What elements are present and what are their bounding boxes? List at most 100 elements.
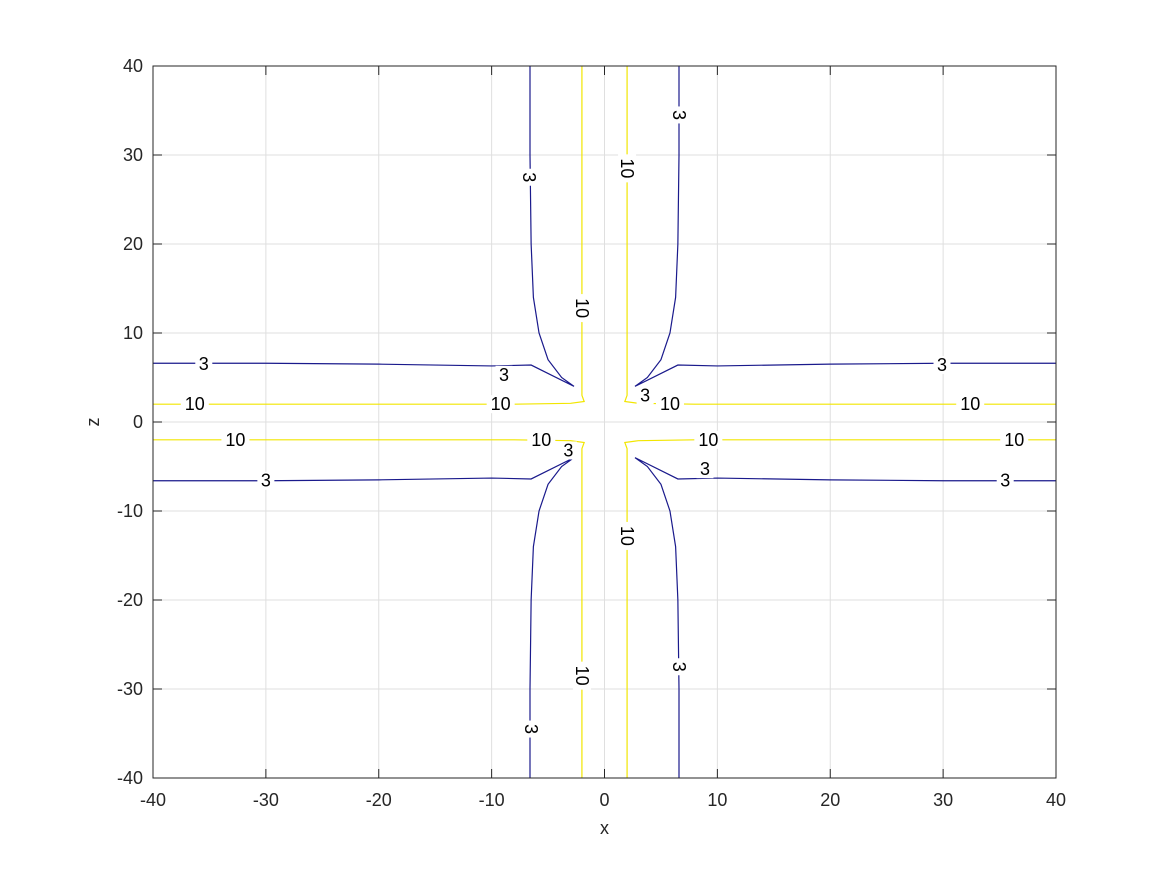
x-tick-label: 10 bbox=[707, 790, 727, 810]
contour-label-text: 3 bbox=[519, 172, 539, 182]
contour-label-10: 10 bbox=[527, 430, 556, 450]
contour-label-text: 10 bbox=[617, 158, 637, 178]
y-tick-label: 0 bbox=[133, 412, 143, 432]
contour-label-background bbox=[1000, 430, 1029, 449]
x-tick-label: 30 bbox=[933, 790, 953, 810]
contour-label-text: 10 bbox=[572, 666, 592, 686]
contour-label-text: 10 bbox=[617, 526, 637, 546]
contour-label-3: 3 bbox=[669, 658, 689, 676]
contour-label-10: 10 bbox=[180, 394, 209, 414]
contour-label-background bbox=[527, 430, 556, 449]
contour-label-background bbox=[655, 395, 684, 414]
contour-line-3 bbox=[634, 457, 1056, 778]
y-tick-label: 20 bbox=[123, 234, 143, 254]
contour-label-text: 10 bbox=[698, 430, 718, 450]
contour-label-3: 3 bbox=[696, 459, 714, 479]
contour-label-background bbox=[180, 395, 209, 414]
x-axis-label: x bbox=[600, 818, 609, 838]
contour-label-background bbox=[221, 430, 250, 449]
contour-label-text: 10 bbox=[572, 298, 592, 318]
contour-label-background bbox=[669, 658, 688, 676]
contour-label-text: 3 bbox=[261, 471, 271, 491]
contour-label-background bbox=[195, 355, 213, 374]
contour-label-background bbox=[495, 365, 513, 384]
x-tick-label: -20 bbox=[366, 790, 392, 810]
y-tick-label: 40 bbox=[123, 56, 143, 76]
contour-label-background bbox=[618, 154, 637, 183]
contour-label-text: 10 bbox=[660, 394, 680, 414]
y-tick-label: 30 bbox=[123, 145, 143, 165]
x-tick-label: 20 bbox=[820, 790, 840, 810]
contour-label-background bbox=[996, 471, 1014, 490]
contour-label-3: 3 bbox=[933, 355, 951, 375]
y-tick-label: -20 bbox=[117, 590, 143, 610]
contour-label-background bbox=[933, 356, 951, 375]
contour-label-3: 3 bbox=[195, 354, 213, 374]
x-tick-label: 40 bbox=[1046, 790, 1066, 810]
contour-label-background bbox=[618, 521, 637, 550]
contour-label-10: 10 bbox=[617, 154, 637, 183]
y-tick-label: -10 bbox=[117, 501, 143, 521]
x-tick-label: -40 bbox=[140, 790, 166, 810]
contour-label-10: 10 bbox=[1000, 430, 1029, 450]
contour-label-background bbox=[572, 661, 591, 690]
contour-label-background bbox=[572, 294, 591, 323]
contour-label-text: 3 bbox=[640, 385, 650, 405]
contour-labels: 3 3 3 3 3 3 3 3 3 3 3 3 10 10 10 10 10 10 10 10 10 10 10 10 bbox=[180, 106, 1029, 738]
contour-label-10: 10 bbox=[956, 394, 985, 414]
contour-label-text: 3 bbox=[937, 355, 947, 375]
contour-label-background bbox=[519, 168, 538, 186]
contour-label-10: 10 bbox=[572, 661, 592, 690]
contour-label-3: 3 bbox=[669, 106, 689, 124]
contour-label-10: 10 bbox=[655, 394, 684, 414]
y-tick-label: 10 bbox=[123, 323, 143, 343]
contour-label-background bbox=[696, 460, 714, 479]
y-tick-label: -30 bbox=[117, 679, 143, 699]
contour-label-background bbox=[559, 441, 577, 460]
contour-label-text: 3 bbox=[700, 459, 710, 479]
contour-label-text: 3 bbox=[199, 354, 209, 374]
contour-label-background bbox=[257, 471, 275, 490]
contour-label-3: 3 bbox=[559, 440, 577, 460]
contour-line-3 bbox=[153, 457, 575, 778]
contour-label-3: 3 bbox=[996, 471, 1014, 491]
contour-label-background bbox=[522, 720, 541, 738]
contour-label-3: 3 bbox=[519, 168, 539, 186]
contour-label-text: 10 bbox=[225, 430, 245, 450]
contour-label-10: 10 bbox=[617, 521, 637, 550]
contour-label-background bbox=[486, 395, 515, 414]
contour-label-text: 10 bbox=[491, 394, 511, 414]
y-axis-label: z bbox=[83, 418, 103, 427]
contour-line-10 bbox=[153, 66, 585, 405]
contour-label-background bbox=[956, 395, 985, 414]
contour-label-10: 10 bbox=[486, 394, 515, 414]
contour-line-10 bbox=[624, 66, 1056, 405]
x-tick-label: -30 bbox=[253, 790, 279, 810]
contour-label-background bbox=[669, 106, 688, 124]
contour-label-background bbox=[694, 430, 723, 449]
contour-label-text: 3 bbox=[1000, 471, 1010, 491]
contour-label-text: 3 bbox=[669, 110, 689, 120]
contour-label-text: 10 bbox=[185, 394, 205, 414]
contour-label-text: 10 bbox=[960, 394, 980, 414]
contour-line-3 bbox=[153, 66, 575, 387]
contour-label-text: 3 bbox=[563, 440, 573, 460]
contour-line-3 bbox=[634, 66, 1056, 387]
contour-label-text: 3 bbox=[669, 662, 689, 672]
contour-line-10 bbox=[153, 439, 585, 778]
axis-ticks: -40 -30 -20 -10 0 10 20 30 40 -40 -30 -20 -10 0 10 20 30… bbox=[117, 56, 1066, 810]
contour-label-background bbox=[636, 386, 654, 405]
contour-label-text: 10 bbox=[1004, 430, 1024, 450]
contour-label-3: 3 bbox=[521, 720, 541, 738]
contour-label-10: 10 bbox=[221, 430, 250, 450]
contour-label-text: 3 bbox=[521, 724, 541, 734]
contour-label-3: 3 bbox=[257, 471, 275, 491]
contour-label-10: 10 bbox=[572, 294, 592, 323]
contour-label-3: 3 bbox=[636, 385, 654, 405]
contour-label-10: 10 bbox=[694, 430, 723, 450]
contour-label-text: 10 bbox=[531, 430, 551, 450]
x-tick-label: -10 bbox=[479, 790, 505, 810]
contour-label-3: 3 bbox=[495, 365, 513, 385]
contour-label-text: 3 bbox=[499, 365, 509, 385]
